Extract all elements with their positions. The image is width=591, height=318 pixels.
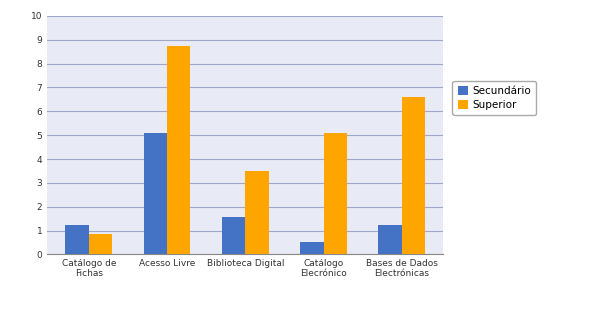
Bar [378,225,402,254]
Bar [300,242,323,254]
Bar [222,218,245,254]
Bar [65,225,89,254]
Bar [89,234,112,254]
Bar [402,97,426,254]
Bar [245,171,269,254]
Legend: Secundário, Superior: Secundário, Superior [453,81,536,115]
Bar [167,46,190,254]
Bar [144,133,167,254]
Bar [323,133,347,254]
